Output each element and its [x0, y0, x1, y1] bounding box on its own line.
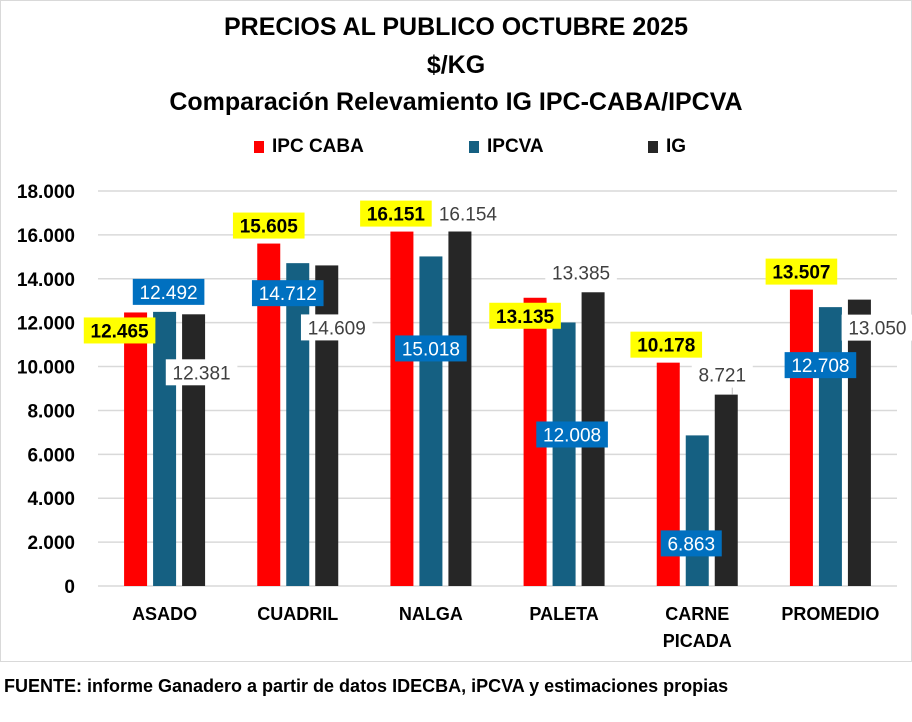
data-label-bg — [691, 361, 753, 388]
bar-ipcva — [818, 307, 842, 586]
legend-label-ig: IG — [666, 136, 687, 157]
legend-label-ipc-caba: IPC CABA — [272, 136, 364, 157]
data-label-bg — [360, 200, 432, 227]
data-label-bg — [545, 259, 617, 286]
data-label: 12.492 — [140, 283, 198, 304]
data-label: 13.385 — [552, 263, 610, 284]
source-footnote: FUENTE: informe Ganadero a partir de dat… — [4, 676, 729, 696]
bar-ig — [182, 314, 206, 586]
data-label-bg — [83, 317, 156, 344]
x-category-label: PROMEDIO — [781, 604, 879, 624]
data-label: 12.381 — [173, 363, 231, 384]
data-label-bg — [489, 302, 561, 329]
y-tick-label: 6.000 — [27, 445, 75, 466]
x-category-label: ASADO — [132, 604, 197, 624]
legend-swatch-ig — [648, 141, 658, 153]
legend-item-ipcva: IPCVA — [469, 136, 544, 158]
data-label-bg — [165, 359, 238, 386]
bar-ipc-caba — [257, 243, 281, 586]
y-tick-label: 0 — [64, 577, 75, 598]
data-label: 16.151 — [367, 205, 426, 226]
data-label-bg — [841, 314, 912, 341]
data-label-bg — [300, 314, 373, 341]
data-label-bg — [251, 280, 324, 307]
data-label-bg — [132, 278, 205, 305]
data-label-bg — [432, 200, 504, 227]
x-category-label: NALGA — [399, 604, 463, 624]
chart-subtitle-unit: $/KG — [426, 51, 486, 79]
legend-item-ig: IG — [648, 136, 686, 158]
data-label: 15.018 — [402, 339, 460, 360]
data-label: 12.465 — [91, 321, 150, 342]
data-label: 12.008 — [543, 425, 601, 446]
y-tick-label: 4.000 — [27, 489, 75, 510]
x-category-label: PALETA — [529, 604, 598, 624]
legend-swatch-ipc-caba — [254, 141, 264, 153]
x-category-label: CUADRIL — [257, 604, 338, 624]
y-tick-label: 8.000 — [27, 401, 75, 422]
data-label: 13.507 — [772, 263, 830, 284]
bar-ig — [315, 265, 339, 586]
y-tick-label: 18.000 — [17, 182, 75, 203]
data-label: 16.154 — [439, 205, 498, 226]
legend-swatch-ipcva — [469, 141, 479, 153]
data-label-bg — [232, 212, 305, 239]
y-tick-label: 2.000 — [27, 533, 75, 554]
bar-ipc-caba — [523, 297, 547, 586]
bar-ipcva — [552, 322, 576, 586]
bar-ipcva — [685, 435, 709, 586]
data-label-bg — [630, 331, 703, 358]
y-tick-label: 12.000 — [17, 314, 75, 335]
data-label: 13.050 — [848, 319, 906, 340]
data-label-bg — [784, 352, 857, 379]
bar-ipcva — [286, 263, 310, 586]
data-label: 12.708 — [791, 356, 849, 377]
data-label: 6.863 — [667, 534, 715, 555]
legend-item-ipc-caba: IPC CABA — [254, 136, 364, 158]
bar-ipcva — [419, 256, 443, 586]
x-category-label: PICADA — [663, 631, 732, 651]
chart-subtitle-comparison: Comparación Relevamiento IG IPC-CABA/IPC… — [169, 88, 743, 116]
data-label-bg — [395, 335, 467, 362]
bar-ipc-caba — [390, 231, 414, 587]
bar-ig — [847, 299, 871, 586]
data-label-bg — [536, 421, 608, 448]
y-tick-label: 16.000 — [17, 226, 75, 247]
data-label: 14.712 — [259, 284, 317, 305]
data-label: 15.605 — [240, 217, 299, 238]
y-tick-label: 14.000 — [17, 270, 75, 291]
x-category-label: CARNE — [665, 604, 729, 624]
bar-ig — [714, 394, 738, 586]
bar-ipc-caba — [656, 362, 680, 586]
bar-chart-plot: 0 2.000 4.000 6.000 8.000 10.000 12.000 14.000 1… — [16, 182, 912, 651]
data-label: 13.135 — [496, 307, 555, 328]
data-label: 14.609 — [308, 318, 366, 339]
bar-ig — [448, 231, 472, 586]
bar-ipc-caba — [789, 289, 813, 586]
data-label: 8.721 — [698, 366, 746, 387]
legend-label-ipcva: IPCVA — [487, 136, 544, 157]
data-label-bg — [765, 258, 838, 285]
chart-title: PRECIOS AL PUBLICO OCTUBRE 2025 — [224, 13, 688, 41]
bar-ipc-caba — [124, 312, 148, 586]
bar-ipcva — [153, 311, 177, 586]
y-tick-label: 10.000 — [17, 358, 75, 379]
data-label: 10.178 — [637, 336, 695, 357]
data-label-bg — [660, 530, 722, 557]
